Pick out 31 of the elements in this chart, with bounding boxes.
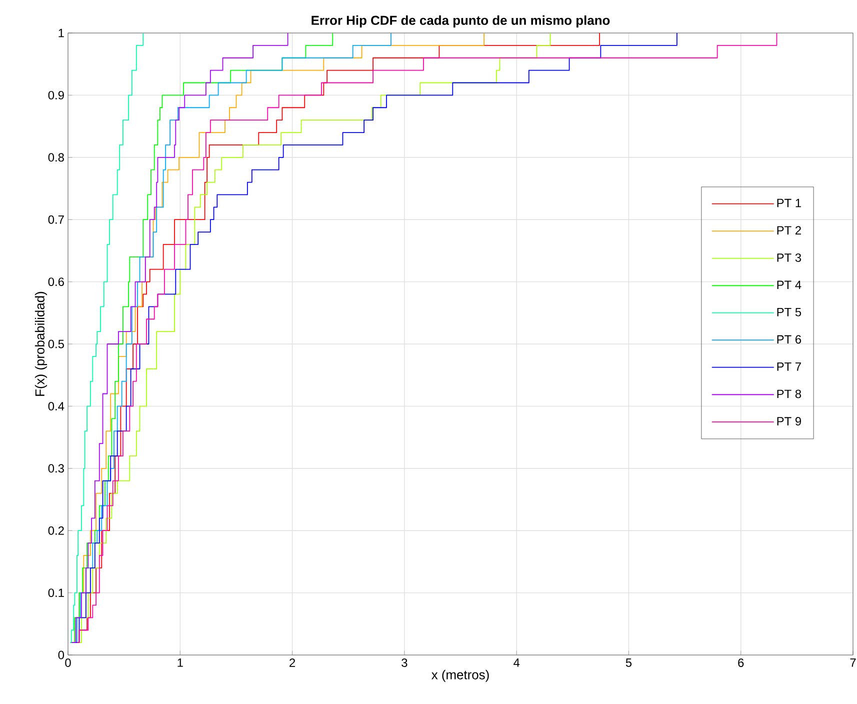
x-tick-label: 6 [738,658,744,667]
y-tick-label: 0.9 [48,90,64,100]
x-tick-label: 4 [514,658,520,667]
text: PT 8 [777,390,802,398]
y-tick-label: 0.2 [48,526,64,535]
x-tick-label: 5 [626,658,632,667]
y-tick-label: 0.8 [48,153,64,162]
x-tick-label: 3 [402,658,408,667]
y-tick-label: 0.5 [48,340,64,348]
x-tick-label: 1 [178,658,183,667]
y-tick-label: 0.4 [48,402,64,410]
y-tick-label: 0.1 [48,588,64,598]
y-tick-label: 0.3 [48,464,64,473]
y-tick-label: 0.6 [48,278,64,286]
text: PT 2 [777,226,801,234]
y-tick-label: 0 [58,650,64,660]
x-tick-label: 7 [850,658,856,667]
text: PT 3 [777,253,802,262]
text: PT 1 [777,198,801,208]
x-tick-label: 0 [65,658,71,667]
text: PT 5 [777,308,802,316]
y-tick-label: 0.7 [48,215,64,224]
x-tick-label: 2 [290,658,296,667]
text: PT 6 [777,335,802,344]
y-axis-title: F(x) (probabilidad) [34,292,48,396]
x-axis-title: x (metros) [432,670,489,682]
chart-title: Error Hip CDF de cada punto de un mismo plano [312,15,610,28]
text: PT 9 [777,417,801,426]
y-tick-label: 1 [58,28,64,38]
text: PT 4 [777,280,802,289]
text: PT 7 [777,362,801,371]
